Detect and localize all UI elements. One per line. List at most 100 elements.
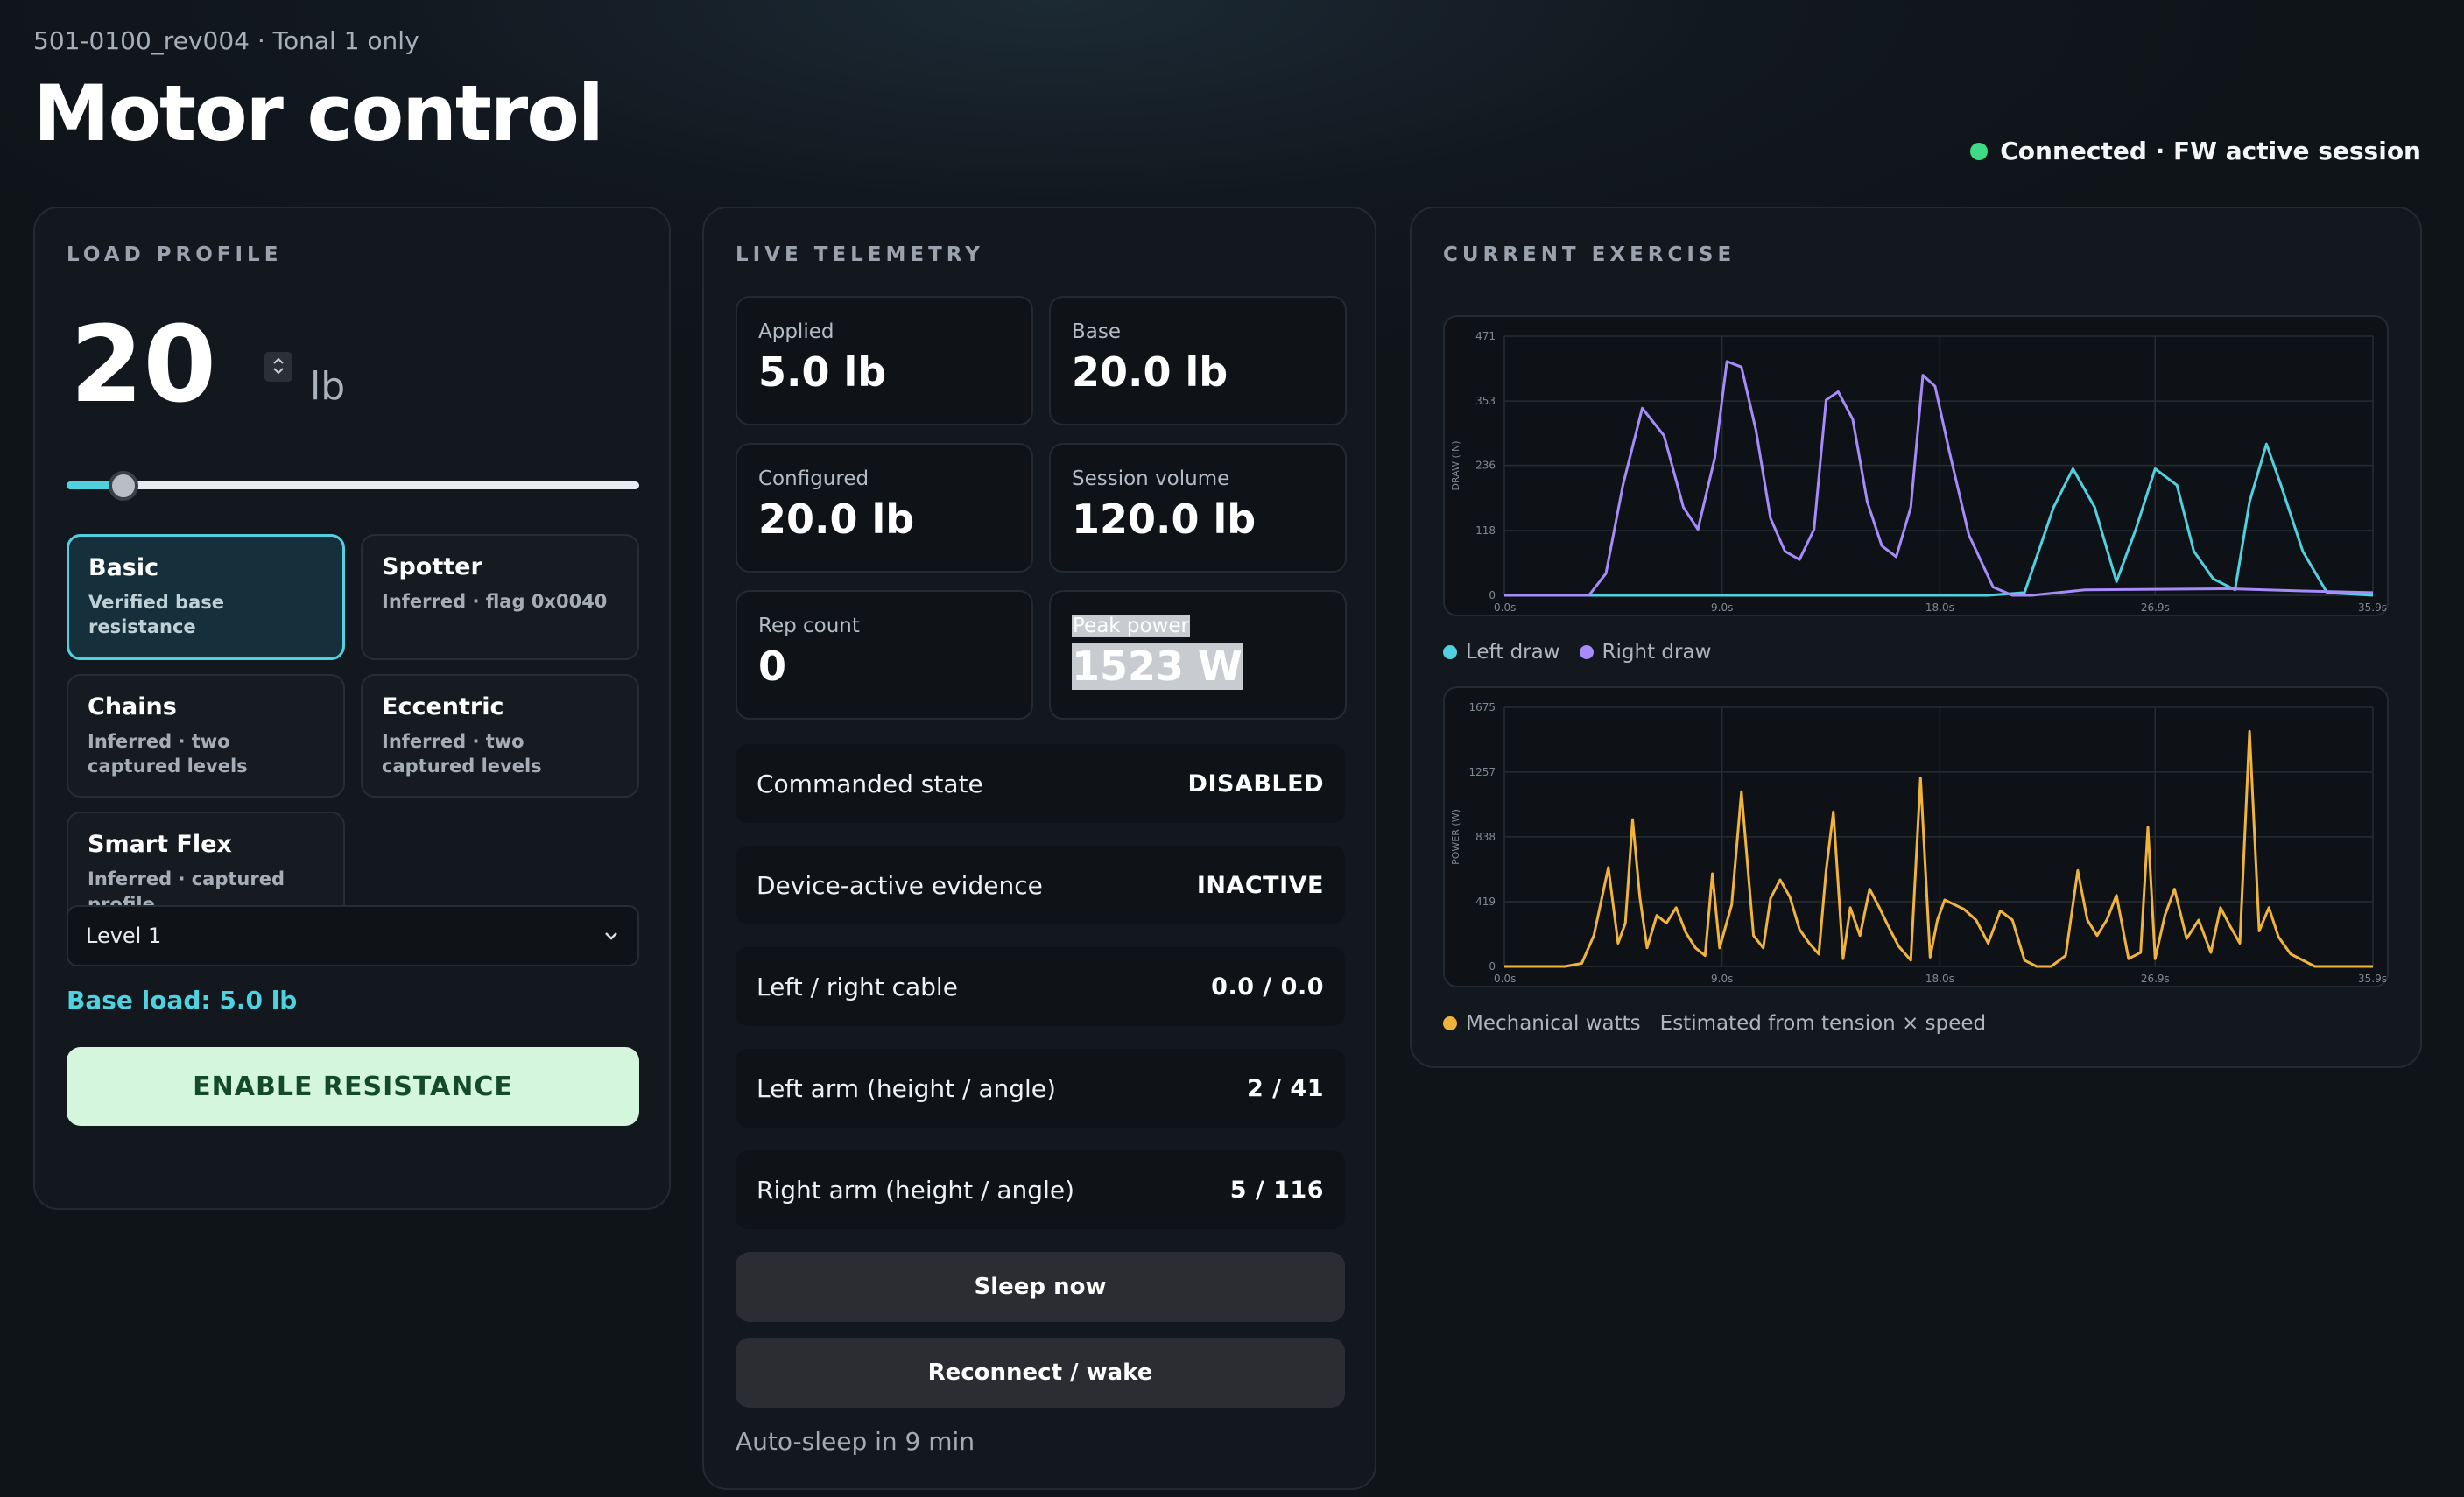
row-label: Device-active evidence (757, 870, 1043, 900)
mode-name: Smart Flex (88, 831, 232, 859)
status-row-commanded-state: Commanded state DISABLED (736, 744, 1345, 823)
status-row-right-arm: Right arm (height / angle) 5 / 116 (736, 1150, 1345, 1229)
x-tick-label: 18.0s (1925, 973, 1954, 985)
mode-description: Inferred · two captured levels (382, 730, 542, 777)
current-exercise-panel: CURRENT EXERCISE 0 118 236 353 471 0.0s 9.0s 18… (1410, 207, 2422, 1068)
x-tick-label: 9.0s (1711, 973, 1733, 985)
metric-peak-power: Peak power 1523 W (1049, 590, 1347, 720)
legend-item-right-draw: Right draw (1579, 641, 1712, 664)
y-tick-label: 0 (1489, 960, 1496, 973)
draw-chart-legend: Left draw Right draw (1443, 641, 1730, 664)
page-subtitle: 501-0100_rev004 · Tonal 1 only (33, 26, 419, 55)
metric-value: 5.0 lb (758, 348, 887, 396)
row-label: Left / right cable (757, 972, 958, 1002)
row-value: 0.0 / 0.0 (1211, 973, 1324, 1001)
status-row-device-active: Device-active evidence INACTIVE (736, 846, 1345, 924)
load-profile-title: LOAD PROFILE (67, 243, 283, 266)
legend-dot-icon (1443, 645, 1457, 659)
connection-status-label: Connected · FW active session (2000, 137, 2421, 165)
metric-label: Applied (758, 320, 834, 343)
metric-label: Rep count (758, 615, 860, 637)
mode-card-eccentric[interactable]: Eccentric Inferred · two captured levels (361, 673, 639, 798)
mode-grid: Basic Verified base resistance Spotter I… (67, 534, 639, 937)
status-badge: DISABLED (1187, 770, 1324, 798)
auto-sleep-label: Auto-sleep in 9 min (736, 1427, 975, 1456)
draw-chart: 0 118 236 353 471 0.0s 9.0s 18.0s 26.9s 35.9s DRAW… (1443, 315, 2389, 616)
mode-card-chains[interactable]: Chains Inferred · two captured levels (67, 673, 345, 798)
load-stepper-icon[interactable] (264, 352, 292, 382)
mode-card-spotter[interactable]: Spotter Inferred · flag 0x0040 (361, 534, 639, 660)
mode-description: Inferred · two captured levels (88, 730, 248, 777)
connection-status: Connected · FW active session (1970, 137, 2421, 165)
y-tick-label: 471 (1475, 330, 1496, 342)
x-tick-label: 0.0s (1494, 601, 1516, 614)
level-select-value: Level 1 (86, 924, 162, 948)
metric-value: 20.0 lb (1072, 348, 1228, 396)
x-tick-label: 9.0s (1711, 601, 1733, 614)
series-line-right-draw (1504, 360, 2374, 597)
status-dot-icon (1970, 142, 1989, 160)
metric-label: Session volume (1072, 467, 1230, 490)
status-badge: INACTIVE (1196, 871, 1324, 899)
legend-item-mechanical-watts: Mechanical watts (1443, 1012, 1641, 1035)
load-value[interactable]: 20 (70, 305, 216, 426)
live-telemetry-panel: LIVE TELEMETRY Applied 5.0 lb Base 20.0 … (702, 207, 1376, 1490)
legend-label: Mechanical watts (1466, 1012, 1641, 1035)
power-chart-svg: 0 419 838 1257 1675 0.0s 9.0s 18.0s 26.9s 35.9s PO… (1450, 701, 2387, 985)
slider-thumb[interactable] (109, 471, 139, 501)
legend-item-left-draw: Left draw (1443, 641, 1560, 664)
sleep-now-button[interactable]: Sleep now (736, 1252, 1345, 1322)
status-row-left-arm: Left arm (height / angle) 2 / 41 (736, 1049, 1345, 1128)
metric-base: Base 20.0 lb (1049, 296, 1347, 425)
mode-name: Basic (88, 554, 159, 581)
series-line-left-draw (1504, 442, 2374, 597)
load-profile-panel: LOAD PROFILE 20 lb Basic Verified base r… (33, 207, 671, 1210)
mode-card-basic[interactable]: Basic Verified base resistance (67, 534, 345, 660)
series-line-mechanical-watts (1504, 729, 2373, 968)
metric-label: Peak power (1072, 615, 1191, 637)
load-unit: lb (310, 364, 346, 409)
metric-rep-count: Rep count 0 (736, 590, 1033, 720)
metric-session-volume: Session volume 120.0 lb (1049, 443, 1347, 573)
base-load-label: Base load: 5.0 lb (67, 986, 298, 1015)
mode-description: Inferred · flag 0x0040 (382, 591, 608, 612)
metric-configured: Configured 20.0 lb (736, 443, 1033, 573)
metric-label: Base (1072, 320, 1122, 343)
mode-name: Eccentric (382, 692, 504, 720)
row-value: 5 / 116 (1229, 1176, 1324, 1204)
enable-resistance-button[interactable]: ENABLE RESISTANCE (67, 1047, 639, 1126)
row-value: 2 / 41 (1246, 1074, 1324, 1102)
legend-dot-icon (1579, 645, 1594, 659)
status-row-cable: Left / right cable 0.0 / 0.0 (736, 947, 1345, 1026)
metric-value: 1523 W (1072, 643, 1243, 690)
current-exercise-title: CURRENT EXERCISE (1443, 243, 1736, 266)
level-select[interactable]: Level 1 (67, 905, 639, 966)
legend-dot-icon (1443, 1016, 1457, 1030)
x-tick-label: 18.0s (1925, 601, 1954, 614)
slider-fill (67, 481, 124, 489)
mode-description: Verified base resistance (88, 592, 224, 638)
row-label: Commanded state (757, 769, 983, 798)
x-tick-label: 35.9s (2358, 973, 2387, 985)
y-tick-label: 838 (1475, 831, 1496, 843)
y-axis-label: POWER (W) (1450, 809, 1461, 865)
reconnect-wake-button[interactable]: Reconnect / wake (736, 1338, 1345, 1408)
mode-name: Spotter (382, 553, 482, 580)
x-tick-label: 0.0s (1494, 973, 1516, 985)
metric-label: Configured (758, 467, 869, 490)
row-label: Left arm (height / angle) (757, 1073, 1056, 1103)
page-title: Motor control (33, 68, 604, 158)
metric-value: 20.0 lb (758, 495, 915, 543)
y-tick-label: 1257 (1468, 766, 1496, 778)
load-slider[interactable] (67, 471, 639, 501)
y-tick-label: 0 (1489, 589, 1496, 601)
y-tick-label: 118 (1475, 524, 1496, 537)
x-tick-label: 35.9s (2358, 601, 2387, 614)
x-tick-label: 26.9s (2141, 601, 2170, 614)
legend-label: Right draw (1602, 641, 1712, 664)
metric-value: 0 (758, 643, 787, 690)
y-axis-label: DRAW (IN) (1450, 440, 1461, 490)
legend-note: Estimated from tension × speed (1659, 1012, 1987, 1035)
power-chart-legend: Mechanical watts Estimated from tension … (1443, 1012, 1986, 1035)
y-tick-label: 353 (1475, 395, 1496, 407)
